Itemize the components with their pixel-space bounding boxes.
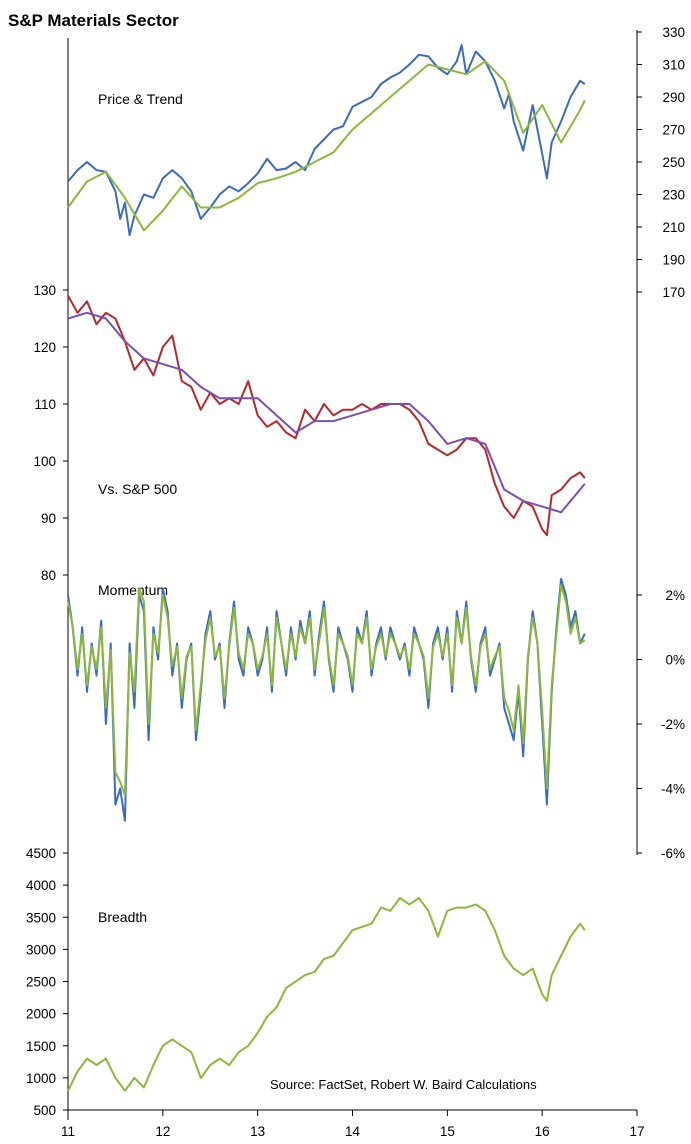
panel4-tick-label: 2500: [26, 975, 56, 990]
series-layer: [67, 44, 586, 1092]
panel3-tick-label: 0%: [665, 653, 685, 668]
panel2-tick-label: 90: [41, 511, 56, 526]
panel1-series-green-line: [67, 60, 586, 232]
x-tick-label: 14: [345, 1124, 361, 1139]
panel4-tick-label: 500: [33, 1103, 56, 1118]
panel4-tick-label: 3500: [26, 910, 56, 925]
panel1-tick-label: 170: [662, 285, 685, 300]
panel-label-vs-sp500: Vs. S&P 500: [98, 481, 177, 497]
panel1-series-blue-line: [67, 44, 586, 237]
x-tick-label: 13: [250, 1124, 265, 1139]
panel3-tick-label: -4%: [661, 782, 685, 797]
panel2-series-red-line: [67, 295, 586, 537]
panel4-tick-label: 3000: [26, 942, 56, 957]
panel4-tick-label: 1000: [26, 1071, 56, 1086]
panel-label-price-trend: Price & Trend: [98, 91, 183, 107]
panel4-tick-label: 2000: [26, 1007, 56, 1022]
panel2-tick-label: 110: [34, 397, 56, 412]
x-tick-label: 16: [535, 1124, 550, 1139]
panel3-series-blue-line: [67, 577, 586, 822]
panel1-tick-label: 250: [662, 155, 685, 170]
x-tick-label: 12: [155, 1124, 170, 1139]
panel1-tick-label: 270: [662, 123, 685, 138]
panel1-tick-label: 290: [662, 90, 685, 105]
panel-label-momentum: Momentum: [98, 582, 168, 598]
panel1-tick-label: 190: [662, 253, 685, 268]
ticks-layer: 330 310 290 270 250 230 210 190 170 130 120 110 100 9…: [26, 25, 685, 1139]
panel2-series-purple-line: [67, 311, 586, 514]
x-tick-label: 15: [440, 1124, 455, 1139]
panel2-tick-label: 120: [33, 340, 56, 355]
panel3-tick-label: -6%: [661, 846, 685, 861]
panel1-tick-label: 210: [662, 220, 685, 235]
panel3-series-green-line: [67, 584, 586, 796]
source-note: Source: FactSet, Robert W. Baird Calcula…: [270, 1077, 537, 1092]
panel2-tick-label: 130: [33, 283, 56, 298]
panel4-tick-label: 4500: [26, 846, 56, 861]
panel3-tick-label: -2%: [661, 717, 685, 732]
x-tick-label: 11: [61, 1124, 75, 1139]
panel1-tick-label: 310: [662, 58, 685, 73]
panel4-series-green-line: [67, 897, 586, 1092]
panel-label-breadth: Breadth: [98, 909, 147, 925]
x-tick-label: 17: [629, 1124, 644, 1139]
panel3-tick-label: 2%: [665, 588, 685, 603]
panel2-tick-label: 100: [33, 454, 56, 469]
panel1-tick-label: 230: [662, 188, 685, 203]
panel1-tick-label: 330: [662, 25, 685, 40]
panel4-tick-label: 4000: [26, 878, 56, 893]
panel4-tick-label: 1500: [26, 1039, 56, 1054]
panel2-tick-label: 80: [41, 568, 56, 583]
chart-title: S&P Materials Sector: [8, 11, 179, 30]
